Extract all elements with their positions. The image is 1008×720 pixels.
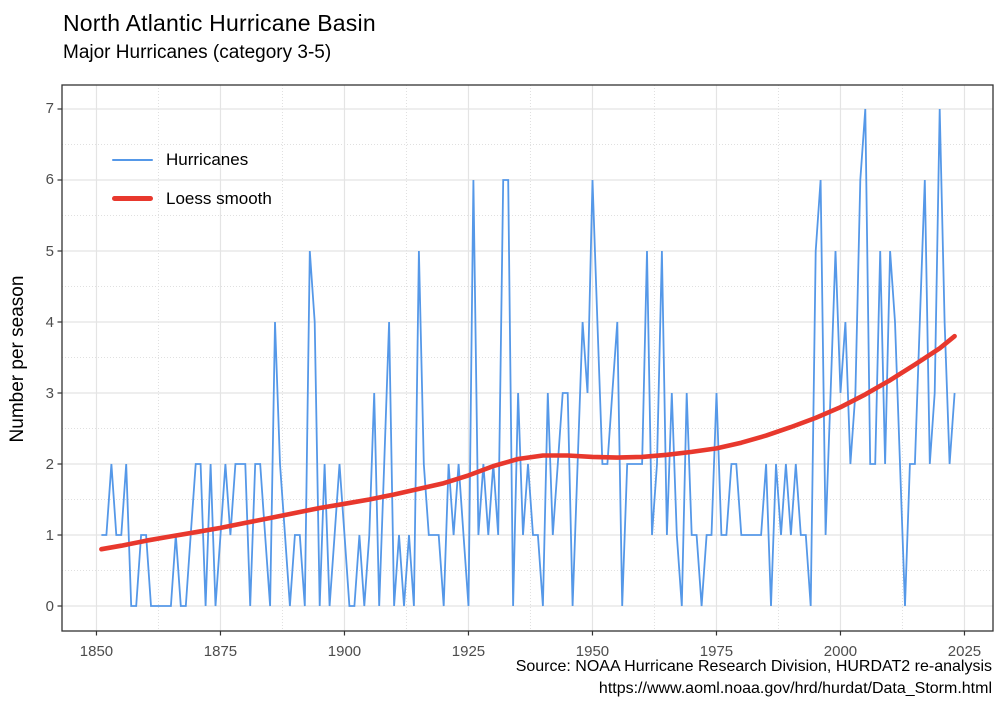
x-tick-label: 1950 xyxy=(575,643,610,660)
x-tick-label: 1875 xyxy=(203,643,238,660)
loess-series-line xyxy=(99,333,957,552)
y-tick-label: 4 xyxy=(45,313,54,331)
panel-border xyxy=(61,84,994,632)
x-tick-label: 1850 xyxy=(79,643,114,660)
y-tick-label: 7 xyxy=(45,100,54,118)
legend: Hurricanes Loess smooth xyxy=(112,140,272,218)
x-tick-label: 2025 xyxy=(947,643,982,660)
x-tick-label: 1900 xyxy=(327,643,362,660)
legend-label-hurricanes: Hurricanes xyxy=(166,149,249,169)
y-tick-label: 2 xyxy=(45,455,54,473)
legend-label-loess: Loess smooth xyxy=(166,188,272,208)
source-caption: Source: NOAA Hurricane Research Division… xyxy=(516,656,992,700)
hurricanes-series-line xyxy=(101,108,956,607)
legend-row-loess: Loess smooth xyxy=(112,179,272,218)
y-tick-label: 0 xyxy=(45,597,54,615)
chart-title: North Atlantic Hurricane Basin xyxy=(63,10,376,36)
loess-line-key-icon xyxy=(112,196,153,201)
x-tick-label: 1975 xyxy=(699,643,734,660)
y-tick-label: 1 xyxy=(45,526,54,544)
caption-line-2: https://www.aoml.noaa.gov/hrd/hurdat/Dat… xyxy=(598,680,992,697)
y-tick-label: 3 xyxy=(45,384,54,402)
x-tick-label: 1925 xyxy=(451,643,486,660)
y-tick-label: 6 xyxy=(45,171,54,189)
hurricane-line-key-icon xyxy=(112,158,153,161)
chart-subtitle: Major Hurricanes (category 3-5) xyxy=(63,42,332,63)
caption-line-1: Source: NOAA Hurricane Research Division… xyxy=(515,658,992,675)
x-tick-label: 2000 xyxy=(823,643,858,660)
legend-row-hurricanes: Hurricanes xyxy=(112,140,272,179)
y-tick-label: 5 xyxy=(45,242,54,260)
